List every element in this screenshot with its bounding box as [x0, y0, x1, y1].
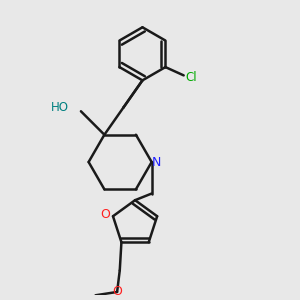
Text: O: O	[112, 286, 122, 298]
Text: O: O	[101, 208, 111, 221]
Text: N: N	[151, 155, 161, 169]
Text: HO: HO	[51, 101, 69, 114]
Text: Cl: Cl	[185, 70, 197, 83]
